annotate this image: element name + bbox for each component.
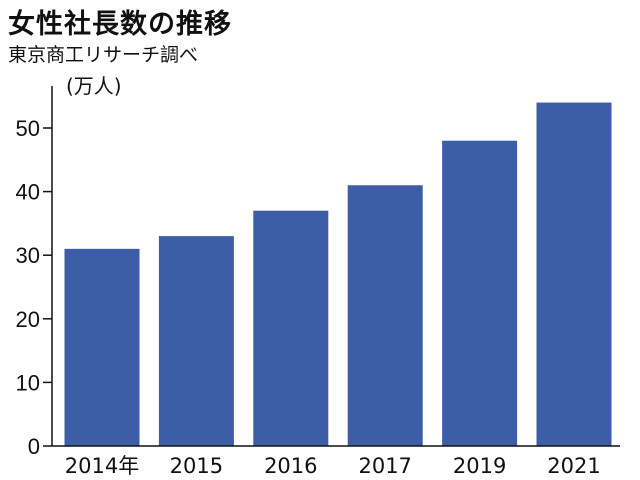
bar-2017	[347, 185, 423, 447]
bars-layer	[64, 102, 612, 447]
bar-2014年	[64, 248, 140, 446]
chart-source: 東京商工リサーチ調べ	[8, 44, 199, 66]
bar-2016	[253, 210, 329, 446]
x-category-label: 2014年	[65, 454, 139, 478]
y-tick-label: 0	[28, 434, 40, 459]
x-category-label: 2021	[547, 454, 600, 478]
x-category-label: 2016	[264, 454, 317, 478]
x-category-label: 2017	[358, 454, 411, 478]
y-tick-label: 30	[16, 243, 40, 268]
x-category-label: 2019	[453, 454, 506, 478]
y-tick-label: 10	[16, 370, 40, 395]
bar-2015	[158, 236, 234, 446]
y-axis-ticks: 0 10 20 30 40 50	[16, 116, 52, 459]
y-tick-label: 50	[16, 116, 40, 141]
bar-2021	[536, 102, 612, 446]
chart-title: 女性社長数の推移	[8, 9, 232, 40]
y-tick-label: 40	[16, 180, 40, 205]
y-tick-label: 20	[16, 307, 40, 332]
x-axis-labels: 2014年 2015 2016 2017 2019 2021	[65, 454, 601, 478]
bar-2019	[442, 140, 518, 446]
x-category-label: 2015	[170, 454, 223, 478]
y-axis-unit: (万人)	[66, 74, 122, 98]
